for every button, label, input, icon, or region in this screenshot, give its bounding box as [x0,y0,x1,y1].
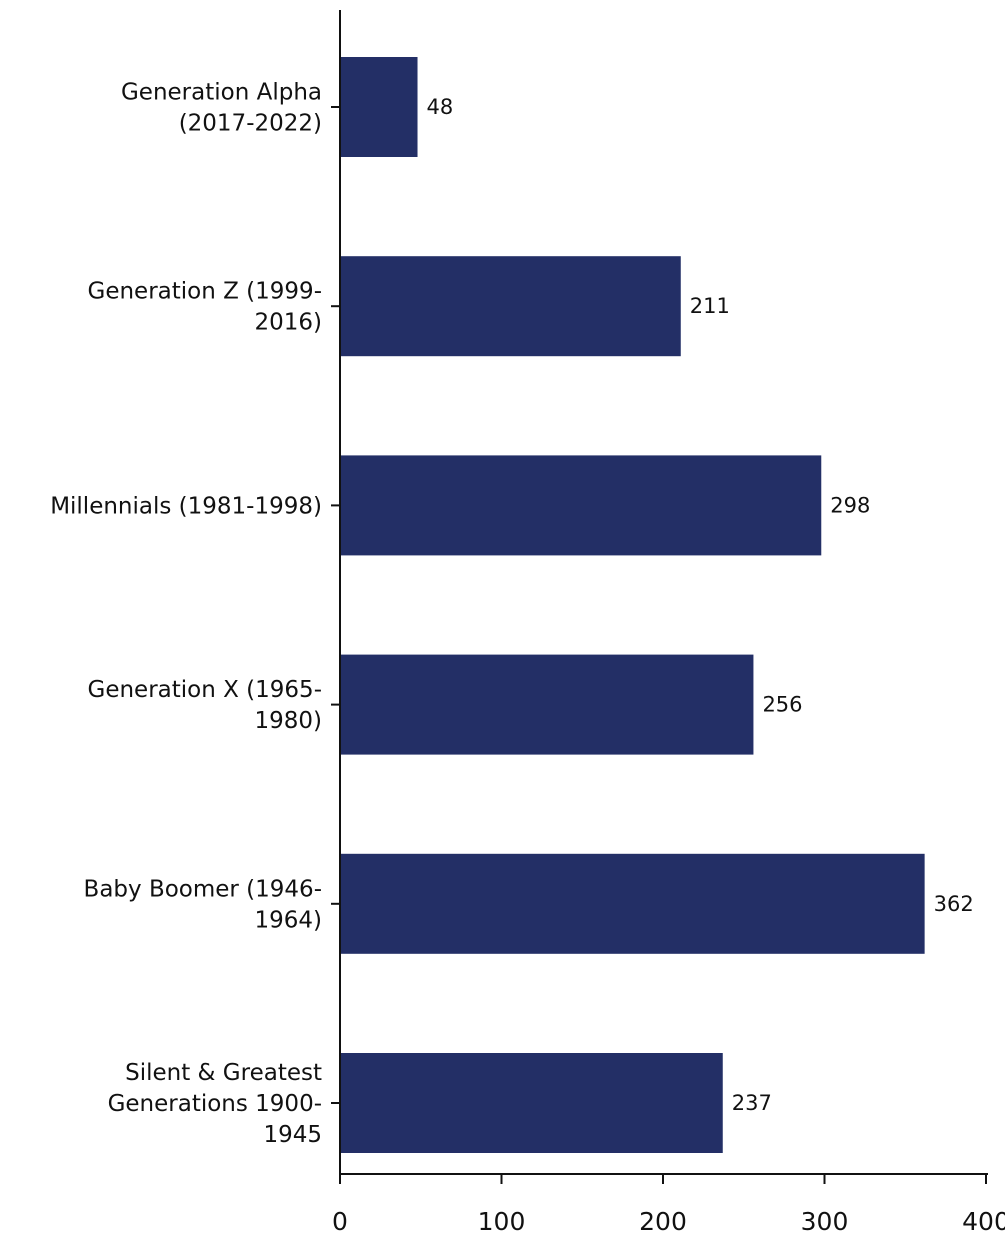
bar [340,654,754,755]
x-tick-label: 100 [478,1207,526,1236]
data-label: 362 [934,892,974,916]
x-tick-label: 300 [801,1207,849,1236]
data-label: 211 [690,294,730,318]
bar [340,455,822,556]
labels-layer: 48 Generation Alpha (2017-2022) 211 Generati… [50,80,1005,1237]
data-label: 237 [732,1091,772,1115]
category-label: Generation X (1965-1980) [88,677,323,734]
data-label: 298 [830,493,870,517]
bar [340,1053,723,1153]
data-label: 256 [762,693,802,717]
bar [340,256,681,357]
category-label: Generation Z (1999-2016) [88,279,323,336]
axes-layer [339,10,988,1175]
x-tick-label: 0 [332,1207,348,1236]
category-label: Millennials (1981-1998) [50,493,322,519]
bars-layer [340,57,925,1153]
bar [340,853,925,954]
x-tick-label: 400 [962,1207,1005,1236]
category-label: Generation Alpha (2017-2022) [121,80,322,137]
bar [340,57,418,157]
category-label: Silent & Greatest Generations 1900-1945 [108,1060,322,1148]
x-tick-label: 200 [639,1207,687,1236]
category-label: Baby Boomer (1946-1964) [84,876,322,933]
data-label: 48 [427,95,454,119]
